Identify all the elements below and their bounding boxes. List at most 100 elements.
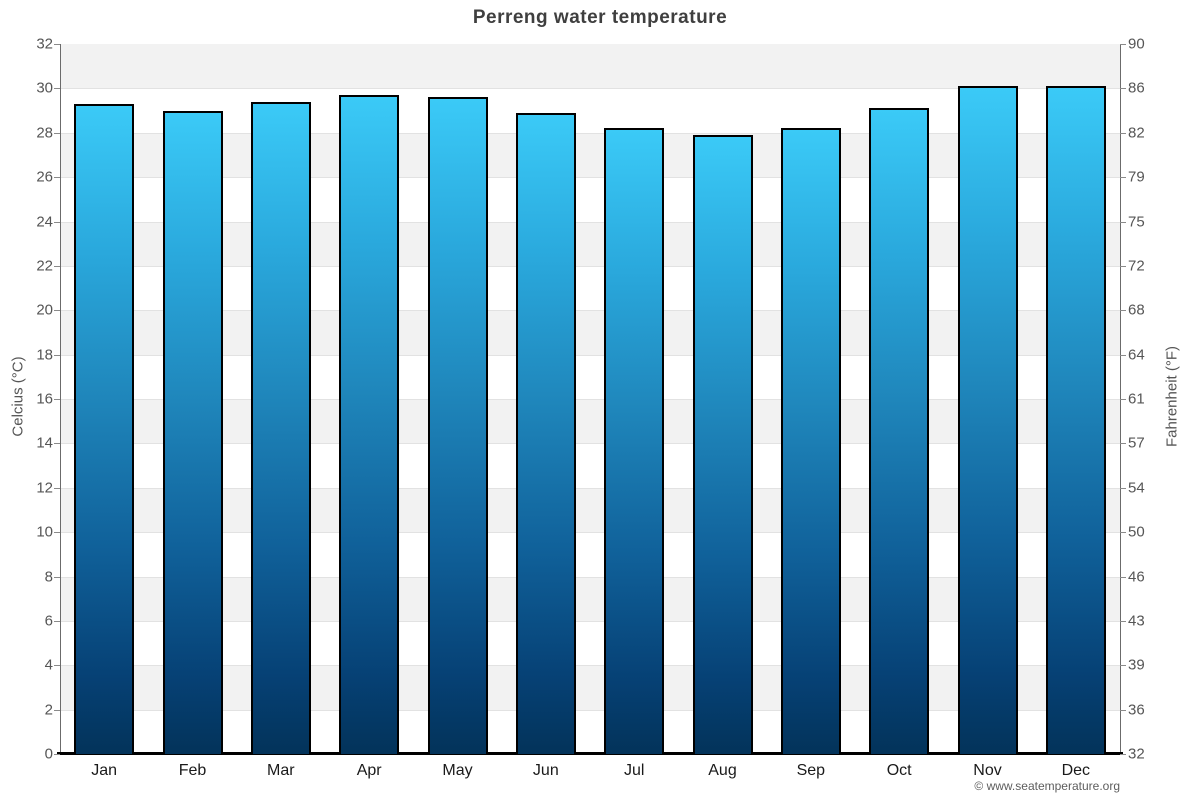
right-tick-mark [1120,44,1126,45]
right-tick-mark [1120,354,1126,356]
bar-dec [1045,86,1106,754]
bar-nov [957,86,1018,754]
right-tick-mark [1120,754,1126,755]
gridline [60,354,1120,356]
fahrenheit-tick-label: 79 [1128,168,1145,186]
month-label-sep: Sep [796,762,826,779]
gridline [60,265,1120,267]
fahrenheit-tick-label: 39 [1128,656,1145,674]
celsius-tick-label: 22 [36,257,53,275]
background-band [60,532,1120,577]
left-tick-mark [54,620,60,622]
celsius-tick-label: 8 [44,568,53,585]
left-tick-mark [54,487,60,489]
left-tick-mark [54,310,60,312]
celsius-tick-label: 2 [44,701,53,719]
bar-jul [604,128,665,754]
right-tick-mark [1120,532,1126,534]
celsius-tick-label: 0 [44,745,53,763]
right-tick-mark [1120,620,1126,622]
background-band [60,576,1120,621]
gridline [60,709,1120,711]
right-tick-mark [1120,487,1126,489]
left-tick-mark [54,221,60,223]
fahrenheit-tick-label: 68 [1128,301,1145,319]
bar-may [427,97,488,754]
left-tick-mark [54,532,60,534]
gridline [60,532,1120,534]
chart-title: Perreng water temperature [472,7,728,28]
celsius-tick-label: 12 [36,479,53,497]
month-label-oct: Oct [886,762,912,779]
fahrenheit-tick-label: 54 [1128,479,1145,497]
background-band [60,354,1120,399]
right-tick-mark [1120,665,1126,667]
fahrenheit-tick-label: 50 [1128,523,1145,541]
background-band [60,310,1120,355]
right-tick-mark [1120,443,1126,445]
bar-jun [515,112,576,754]
left-tick-mark [54,665,60,667]
background-band [60,177,1120,222]
left-tick-mark [54,443,60,445]
left-tick-mark [54,132,60,134]
right-tick-mark [1120,88,1126,90]
month-label-may: May [442,762,473,779]
left-tick-mark [54,88,60,90]
celsius-tick-label: 14 [36,434,53,452]
celsius-tick-label: 24 [36,213,53,230]
background-band [60,132,1120,178]
month-label-jul: Jul [623,762,645,779]
left-tick-mark [54,354,60,356]
gridline [60,576,1120,578]
celsius-tick-label: 18 [36,346,53,364]
bar-mar [250,101,311,754]
fahrenheit-tick-label: 61 [1128,390,1145,408]
celsius-tick-label: 20 [36,301,53,319]
gridline [60,487,1120,489]
fahrenheit-tick-label: 72 [1128,257,1145,275]
gridline [60,132,1120,134]
gridline [60,443,1120,445]
copyright-text: © www.seatemperature.org [974,779,1120,793]
month-label-jan: Jan [91,762,118,779]
gridline [60,177,1120,179]
fahrenheit-tick-label: 90 [1128,35,1145,53]
fahrenheit-tick-label: 64 [1128,346,1145,364]
celsius-tick-label: 26 [36,168,53,186]
celsius-tick-label: 28 [36,124,53,142]
background-band [60,265,1120,311]
background-band [60,620,1120,666]
month-label-jun: Jun [532,762,559,779]
gridline [60,310,1120,312]
fahrenheit-tick-label: 75 [1128,213,1145,230]
left-tick-mark [54,709,60,711]
right-tick-mark [1120,177,1126,179]
gridline [60,88,1120,90]
fahrenheit-tick-label: 57 [1128,434,1145,452]
x-axis-line [57,752,1123,755]
left-y-axis-line [60,44,61,755]
bar-jan [74,103,135,754]
background-band [60,88,1120,133]
fahrenheit-tick-label: 36 [1128,701,1145,719]
background-band [60,221,1120,266]
month-label-feb: Feb [178,762,207,779]
background-band [60,709,1120,754]
background-band [60,399,1120,444]
month-label-aug: Aug [708,762,737,779]
gridline [60,399,1120,400]
month-label-dec: Dec [1061,762,1091,779]
background-band [60,487,1120,533]
month-label-apr: Apr [356,762,382,779]
right-tick-mark [1120,576,1126,578]
left-tick-mark [54,265,60,267]
right-tick-mark [1120,221,1126,223]
bar-feb [162,110,223,754]
left-tick-mark [54,177,60,179]
celsius-tick-label: 32 [36,35,53,53]
left-tick-mark [54,754,60,755]
left-tick-mark [54,399,60,400]
fahrenheit-tick-label: 43 [1128,612,1145,630]
